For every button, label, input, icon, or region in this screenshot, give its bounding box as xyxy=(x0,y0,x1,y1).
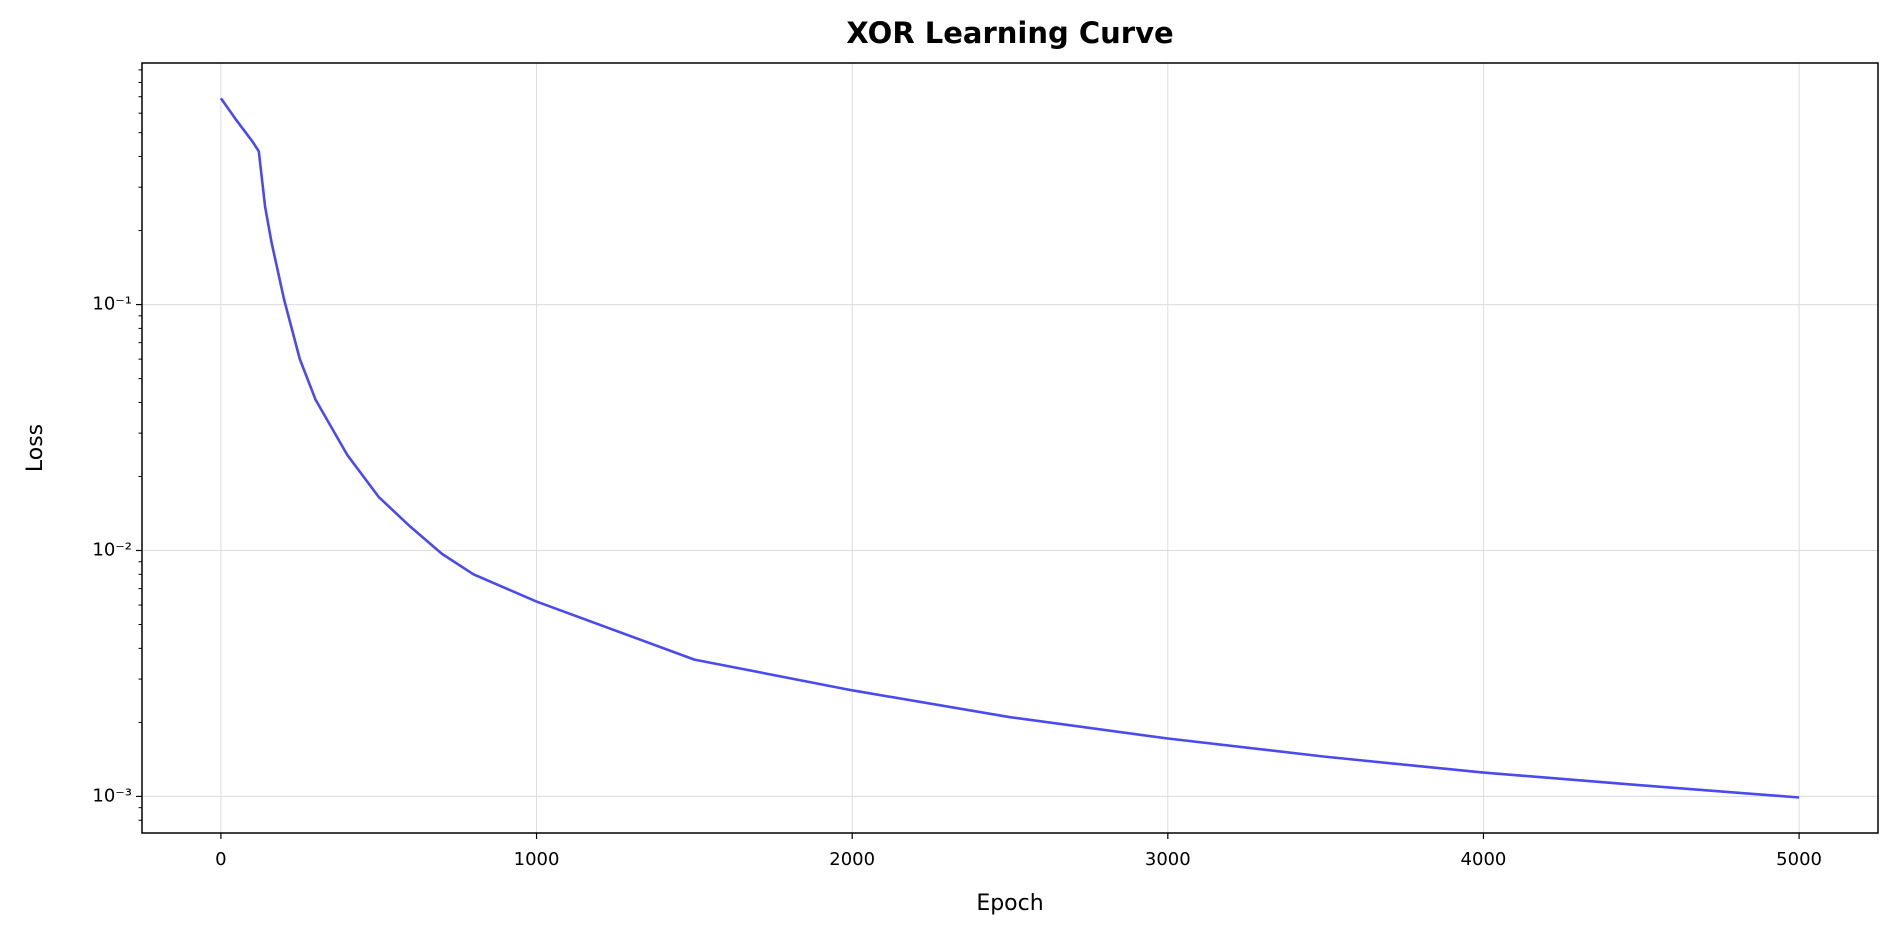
x-tick-label: 4000 xyxy=(1461,849,1507,870)
x-tick-label: 5000 xyxy=(1776,849,1822,870)
x-tick-label: 0 xyxy=(215,849,226,870)
y-tick-label: 10⁻¹ xyxy=(92,294,132,315)
x-axis-label: Epoch xyxy=(976,891,1043,916)
x-tick-label: 2000 xyxy=(829,849,875,870)
plot-frame xyxy=(141,62,1879,834)
loss-line xyxy=(219,97,1800,799)
chart-title: XOR Learning Curve xyxy=(846,16,1173,50)
y-tick-label: 10⁻² xyxy=(92,539,132,560)
x-tick-label: 3000 xyxy=(1145,849,1191,870)
y-tick-label: 10⁻³ xyxy=(92,785,132,806)
y-axis-label: Loss xyxy=(23,424,48,472)
x-tick-label: 1000 xyxy=(514,849,560,870)
